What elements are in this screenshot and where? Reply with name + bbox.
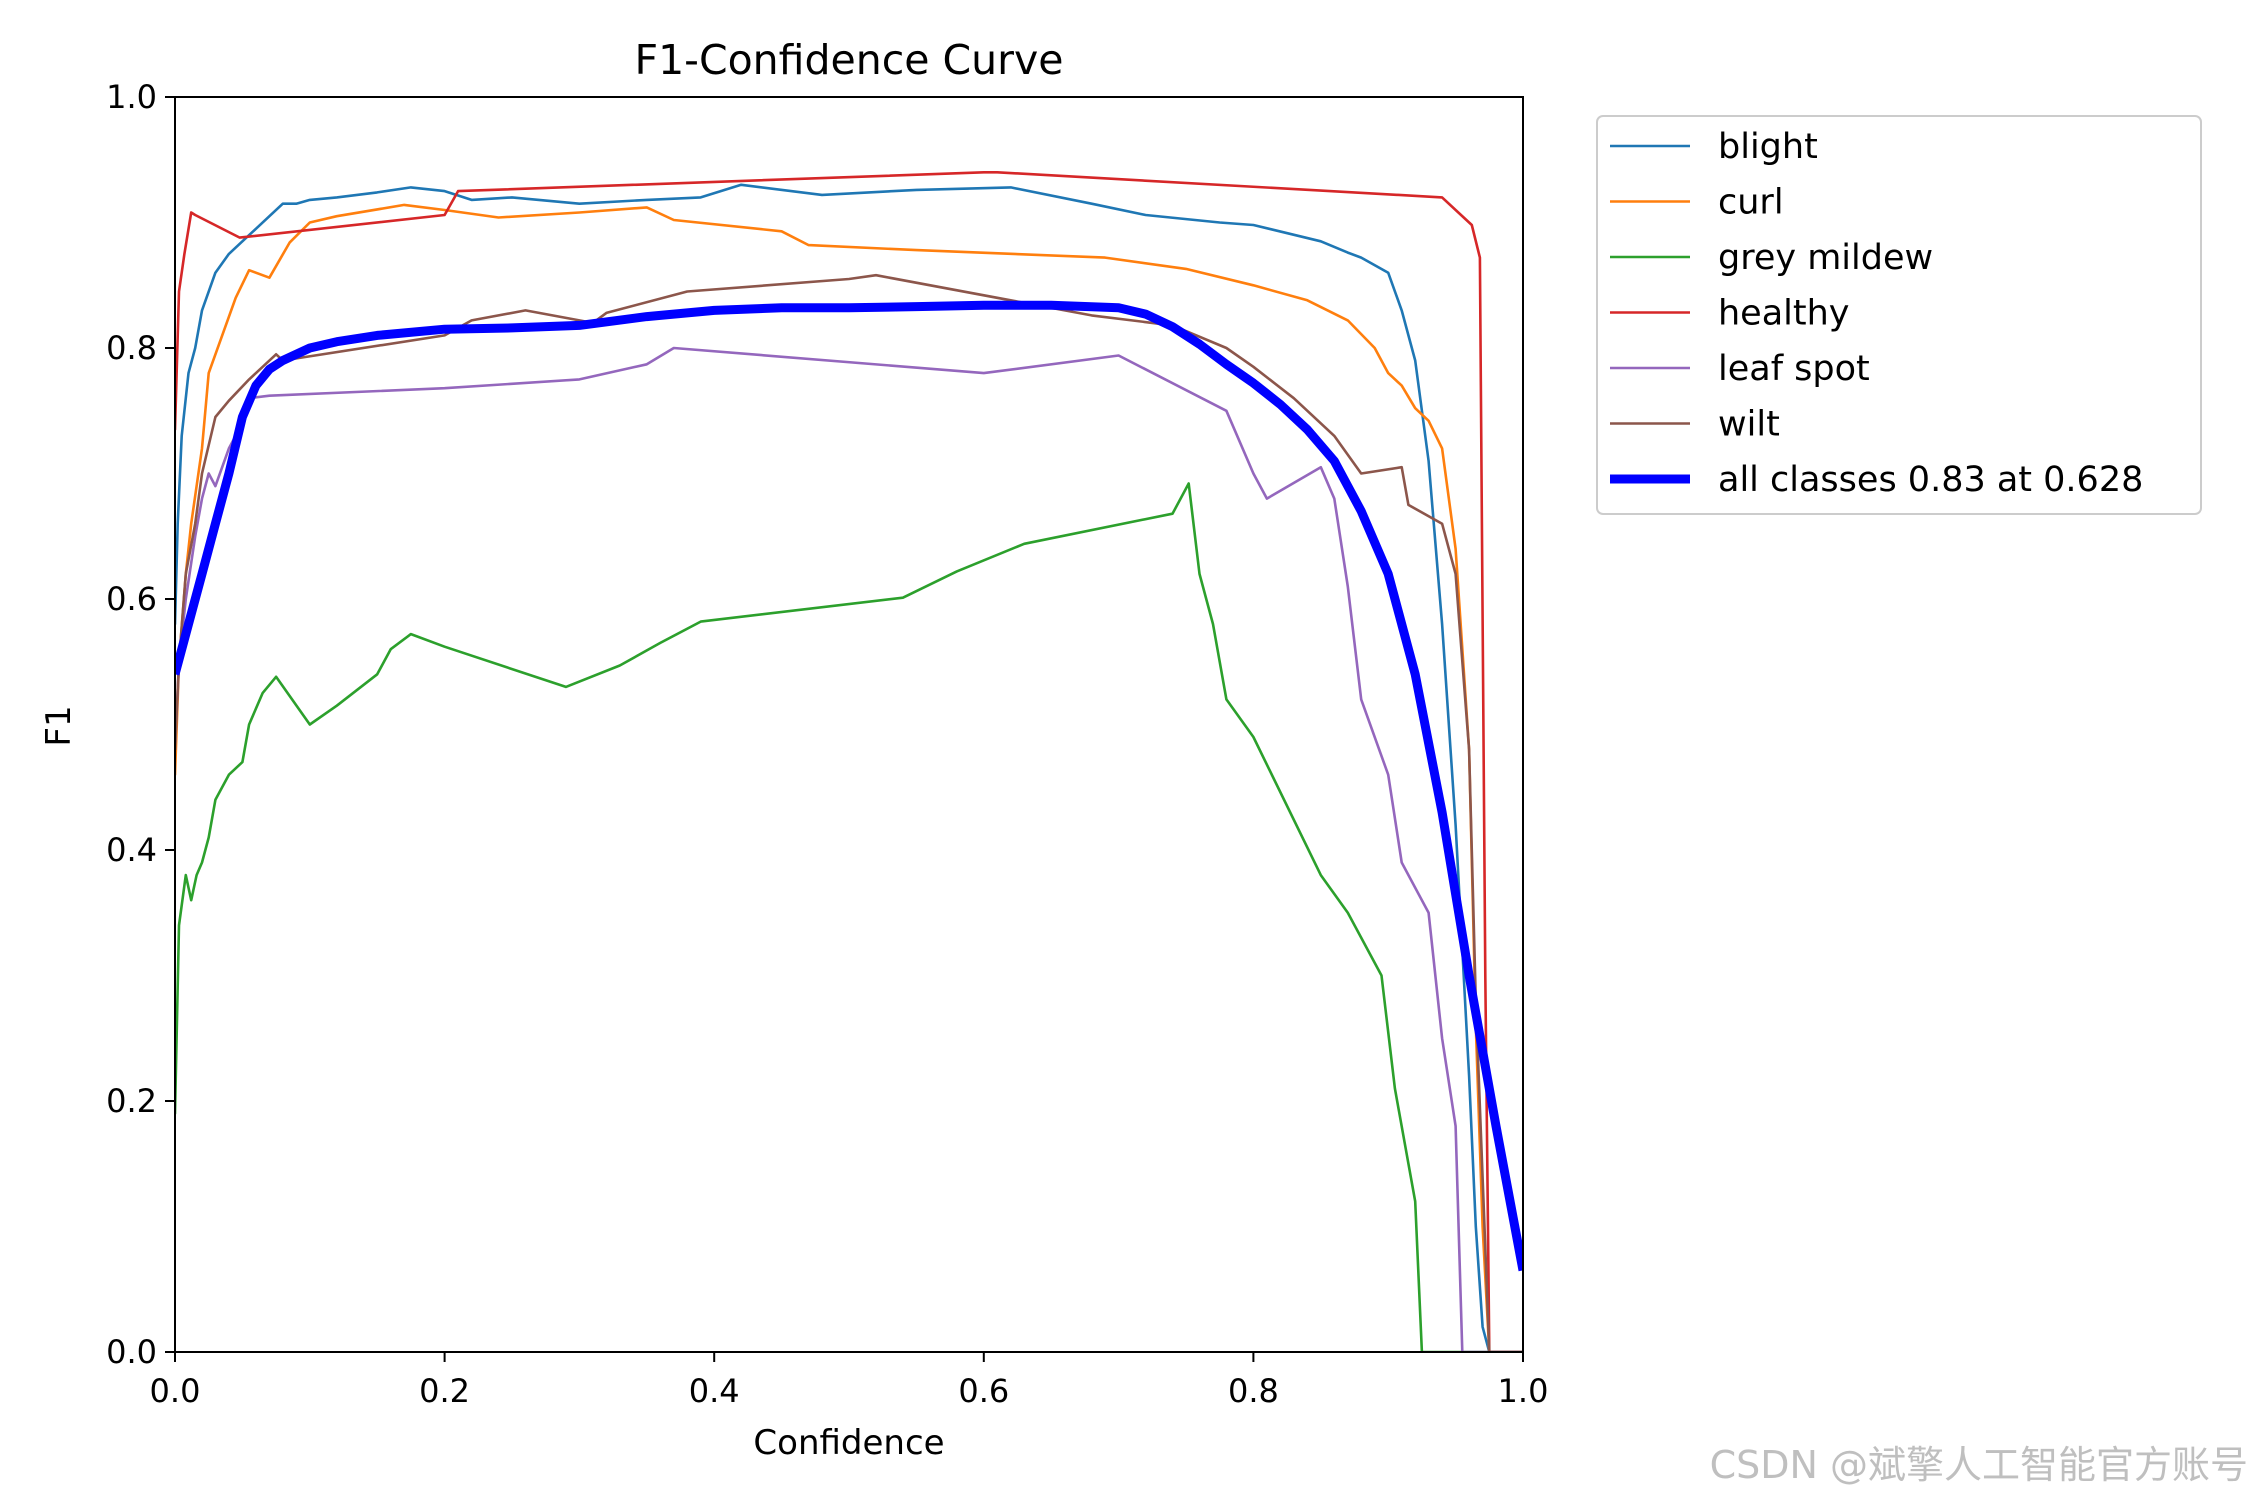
series-line-wilt	[175, 273, 1523, 1352]
legend-label-blight: blight	[1718, 127, 1818, 167]
y-tick-label: 0.0	[106, 1333, 157, 1371]
y-tick-label: 1.0	[106, 78, 157, 116]
x-tick-label: 0.0	[150, 1372, 201, 1410]
plot-area	[174, 96, 1524, 1353]
y-tick-label: 0.6	[106, 580, 157, 618]
chart-title: F1-Confidence Curve	[635, 36, 1064, 84]
legend-label-curl: curl	[1718, 183, 1784, 223]
y-axis-ticks: 0.0 0.2 0.4 0.6 0.8 1.0	[106, 78, 175, 1371]
legend: blight curl grey mildew healthy leaf spot wil…	[1596, 115, 2202, 515]
legend-label-grey-mildew: grey mildew	[1718, 238, 1933, 278]
x-axis-label: Confidence	[753, 1423, 944, 1463]
series-line-grey-mildew	[175, 482, 1523, 1352]
series-line-blight	[175, 183, 1523, 1352]
x-tick-label: 0.8	[1228, 1372, 1279, 1410]
x-axis-ticks: 0.0 0.2 0.4 0.6 0.8 1.0	[150, 1352, 1549, 1410]
series-line-curl	[175, 203, 1523, 1352]
legend-items: blight curl grey mildew healthy leaf spot wil…	[1610, 127, 2143, 500]
x-tick-label: 0.6	[958, 1372, 1009, 1410]
y-tick-label: 0.4	[106, 831, 157, 869]
legend-label-all-classes: all classes 0.83 at 0.628	[1718, 460, 2143, 500]
series-group	[175, 171, 1523, 1352]
y-tick-label: 0.8	[106, 329, 157, 367]
y-tick-label: 0.2	[106, 1082, 157, 1120]
plot-frame	[174, 96, 1524, 1353]
series-line-healthy	[175, 171, 1523, 1352]
y-axis-label: F1	[39, 705, 79, 746]
legend-label-healthy: healthy	[1718, 294, 1850, 334]
legend-label-wilt: wilt	[1718, 405, 1780, 445]
legend-label-leaf-spot: leaf spot	[1718, 349, 1870, 389]
x-tick-label: 0.2	[419, 1372, 470, 1410]
series-line-leaf-spot	[175, 346, 1523, 1352]
legend-box	[1596, 115, 2202, 515]
watermark: CSDN @斌擎人工智能官方账号	[1710, 1443, 2248, 1487]
x-tick-label: 1.0	[1498, 1372, 1549, 1410]
series-line-all-classes	[175, 300, 1523, 1272]
x-tick-label: 0.4	[689, 1372, 740, 1410]
